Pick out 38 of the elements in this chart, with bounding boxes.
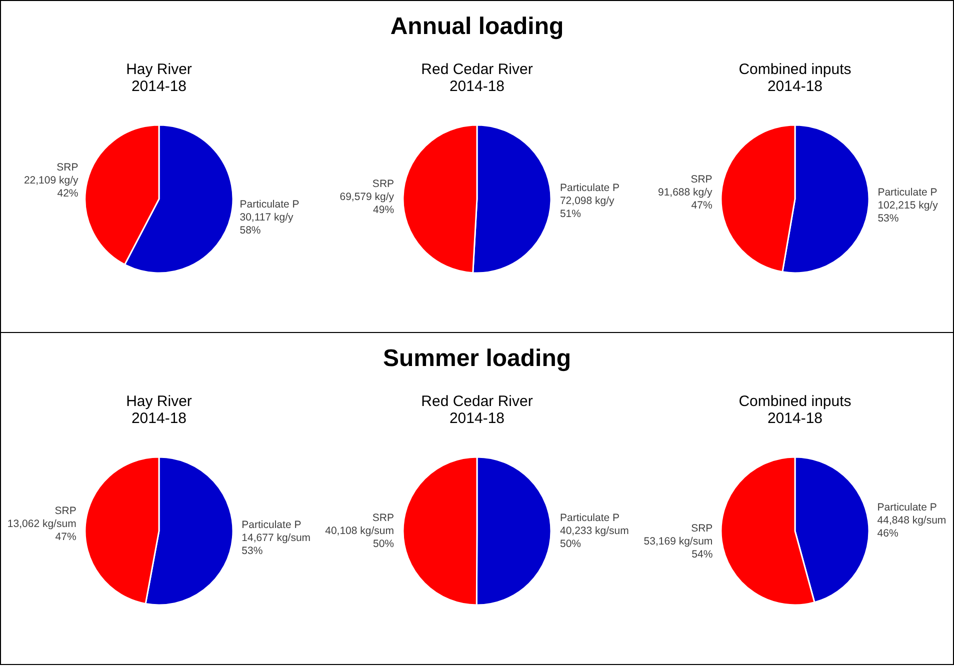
- data-label: 44,848 kg/sum 46%: [877, 514, 946, 540]
- slice-label: SRP: [690, 173, 712, 186]
- data-label: 30,117 kg/y 58%: [240, 212, 294, 237]
- data-label: 14,677 kg/sum 53%: [242, 532, 311, 558]
- chart-subtitle: 2014-18: [449, 78, 505, 95]
- chart-subtitle: 2014-18: [767, 78, 823, 95]
- chart-subtitle: 2014-18: [767, 410, 823, 427]
- chart-title: Hay River: [126, 393, 192, 410]
- chart-title: Combined inputs: [738, 61, 852, 78]
- slice-label: Particulate P: [560, 182, 620, 194]
- data-label: 40,108 kg/sum 50%: [325, 524, 394, 550]
- slice-label: SRP: [372, 178, 394, 190]
- chart-title: Red Cedar River: [421, 393, 533, 410]
- text: Summer loading: [382, 345, 572, 373]
- text: Annual loading: [390, 13, 564, 41]
- data-label: 40,233 kg/sum 50%: [560, 525, 630, 550]
- data-label: 22,109 kg/y 42%: [24, 174, 79, 200]
- slice-label: Particulate P: [877, 502, 937, 514]
- slice-label: SRP: [56, 161, 78, 174]
- chart-title: Hay River: [126, 61, 192, 78]
- data-label: 102,215 kg/y 53%: [878, 200, 939, 225]
- chart-title: Combined inputs: [738, 393, 852, 410]
- data-label: 72,098 kg/y 51%: [560, 195, 616, 220]
- slice-label: Particulate P: [878, 186, 938, 199]
- slice-label: SRP: [54, 504, 76, 517]
- slice-label: Particulate P: [560, 512, 620, 524]
- data-label: 69,579 kg/y 49%: [340, 190, 395, 216]
- chart-title: Red Cedar River: [421, 61, 533, 78]
- data-label: 13,062 kg/sum 47%: [7, 518, 77, 543]
- chart-subtitle: 2014-18: [131, 78, 187, 95]
- slice-label: Particulate P: [240, 198, 300, 211]
- slice-label: SRP: [372, 512, 394, 524]
- data-label: 53,169 kg/sum 54%: [644, 535, 713, 560]
- slice-label: SRP: [691, 522, 713, 534]
- chart-subtitle: 2014-18: [131, 410, 187, 427]
- chart-subtitle: 2014-18: [449, 410, 505, 427]
- slice-label: Particulate P: [242, 519, 302, 532]
- data-label: 91,688 kg/y 47%: [658, 186, 714, 212]
